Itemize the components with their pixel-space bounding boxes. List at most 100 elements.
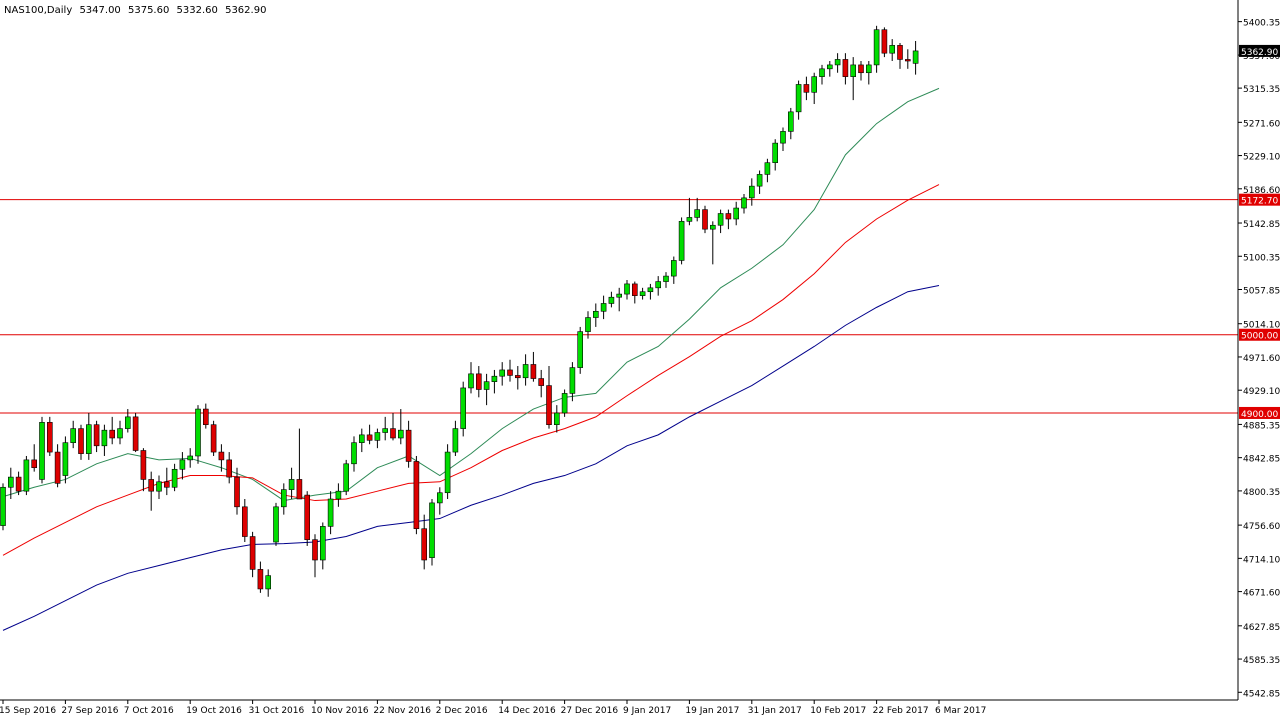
close-value: 5362.90 xyxy=(225,5,267,16)
candle-body xyxy=(881,29,888,54)
candle-body xyxy=(46,422,53,453)
x-tick-label: 27 Sep 2016 xyxy=(61,706,118,716)
candle-body xyxy=(242,506,248,537)
y-tick-label: 5357.60 xyxy=(1243,52,1280,62)
level-badge-label: 5172.70 xyxy=(1241,197,1278,207)
candle-body xyxy=(748,185,755,199)
candle-body xyxy=(117,428,123,439)
candle-body xyxy=(101,429,108,447)
x-tick-label: 31 Oct 2016 xyxy=(249,706,305,716)
x-tick-label: 22 Nov 2016 xyxy=(373,706,431,716)
candle-body xyxy=(826,64,833,70)
y-tick-label: 4671.60 xyxy=(1243,589,1280,599)
candle-body xyxy=(397,429,404,439)
candle-body xyxy=(694,209,701,218)
candle-body xyxy=(436,492,443,504)
candle-body xyxy=(429,502,435,558)
x-tick-label: 15 Sep 2016 xyxy=(0,706,56,716)
candle-body xyxy=(655,281,662,289)
candle-body xyxy=(834,59,841,66)
level-badge xyxy=(1239,406,1280,419)
chart-header: NAS100,Daily 5347.00 5375.60 5332.60 536… xyxy=(4,5,270,16)
candle-body xyxy=(514,375,521,379)
level-badge-label: 4900.00 xyxy=(1241,410,1278,420)
candle-body xyxy=(15,476,22,492)
candle-body xyxy=(327,498,334,527)
candle-body xyxy=(203,408,209,425)
candle-body xyxy=(764,162,771,175)
y-tick-label: 4627.85 xyxy=(1243,623,1280,633)
y-tick-label: 5057.85 xyxy=(1243,287,1280,297)
x-tick-label: 10 Nov 2016 xyxy=(311,706,369,716)
y-tick-label: 5100.35 xyxy=(1243,253,1280,263)
candle-body xyxy=(842,59,849,77)
candle-body xyxy=(0,486,6,526)
candle-body xyxy=(608,296,615,304)
candle-body xyxy=(670,260,677,277)
y-tick-label: 5142.85 xyxy=(1243,220,1280,230)
candle-body xyxy=(452,428,459,453)
candle-body xyxy=(561,393,568,414)
candle-body xyxy=(273,506,279,543)
candle-body xyxy=(756,174,763,187)
candle-body xyxy=(873,29,880,66)
level-badge xyxy=(1239,328,1280,341)
candle-body xyxy=(257,569,264,590)
price-axis: 5400.35 5357.60 5315.35 5271.60 5229.10 5186.… xyxy=(0,0,1280,701)
candle-body xyxy=(358,434,365,443)
candle-body xyxy=(585,317,591,332)
candle-body xyxy=(741,197,747,209)
candle-body xyxy=(577,331,584,368)
candle-body xyxy=(624,283,630,295)
candle-body xyxy=(195,408,201,457)
candle-body xyxy=(499,369,506,377)
candle-body xyxy=(865,64,872,74)
x-tick-label: 7 Oct 2016 xyxy=(124,706,174,716)
moving-average-line xyxy=(2,87,940,502)
high-value: 5375.60 xyxy=(127,5,170,16)
open-value: 5347.00 xyxy=(79,5,121,16)
y-tick-label: 5315.35 xyxy=(1243,85,1280,95)
candle-body xyxy=(78,428,84,454)
level-badge-label: 5000.00 xyxy=(1241,332,1278,342)
candle-body xyxy=(733,207,740,220)
candle-body xyxy=(280,489,287,508)
candle-body xyxy=(538,378,545,386)
candle-body xyxy=(717,213,724,226)
candle-body xyxy=(483,381,490,390)
candle-body xyxy=(234,476,240,508)
candle-body xyxy=(179,459,186,470)
moving-average-line xyxy=(2,284,940,631)
candle-body xyxy=(819,68,825,77)
candles xyxy=(0,25,919,597)
candle-body xyxy=(475,373,482,390)
x-tick-label: 27 Dec 2016 xyxy=(561,706,619,716)
candle-body xyxy=(132,416,139,451)
x-tick-label: 19 Oct 2016 xyxy=(186,706,242,716)
candle-body xyxy=(546,385,552,425)
last-price-badge xyxy=(1239,44,1280,57)
candle-body xyxy=(343,463,350,492)
candle-body xyxy=(335,490,342,500)
y-tick-label: 4842.85 xyxy=(1243,455,1280,465)
candle-body xyxy=(468,373,474,389)
y-tick-label: 4585.35 xyxy=(1243,656,1280,666)
x-tick-label: 6 Mar 2017 xyxy=(935,706,986,716)
candle-body xyxy=(709,224,716,230)
candle-body xyxy=(686,217,693,222)
candle-body xyxy=(312,539,318,561)
candle-body xyxy=(304,494,311,540)
candle-body xyxy=(850,64,857,77)
x-tick-label: 19 Jan 2017 xyxy=(685,706,739,716)
candle-body xyxy=(444,451,451,494)
candle-body xyxy=(164,481,170,488)
candle-body xyxy=(140,450,147,480)
candle-body xyxy=(351,442,357,465)
candle-body xyxy=(663,275,669,282)
level-badge xyxy=(1239,193,1280,206)
candle-body xyxy=(569,367,576,394)
candle-body xyxy=(218,451,225,461)
candle-body xyxy=(522,364,529,379)
candle-body xyxy=(187,455,193,461)
